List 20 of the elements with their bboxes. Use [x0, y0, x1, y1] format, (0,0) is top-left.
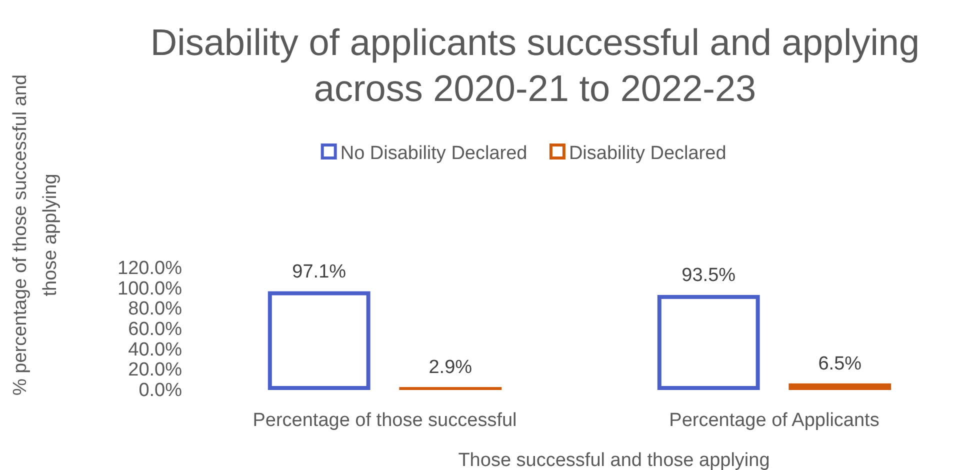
- chart-title: Disability of applicants successful and applying across 2020-21 to 2022-23: [150, 22, 920, 109]
- y-tick-label: 80.0%: [128, 298, 182, 320]
- x-axis-title: Those successful and those applying: [458, 450, 770, 470]
- y-tick-label: 100.0%: [118, 278, 182, 300]
- data-label: 97.1%: [292, 261, 346, 282]
- y-tick-label: 60.0%: [128, 319, 182, 340]
- x-tick-label: Percentage of those successful: [252, 410, 517, 431]
- data-label: 93.5%: [682, 264, 736, 286]
- y-axis-title: % percentage of those successful and those applying: [10, 74, 61, 396]
- bar: [788, 383, 892, 390]
- legend-label: No Disability Declared: [340, 143, 528, 164]
- bar: [399, 387, 502, 390]
- y-tick-label: 120.0%: [118, 258, 182, 279]
- y-tick-label: 40.0%: [128, 339, 182, 360]
- x-tick-label: Percentage of Applicants: [669, 410, 880, 431]
- data-label: 2.9%: [428, 357, 472, 378]
- data-label: 6.5%: [818, 353, 862, 374]
- legend-label: Disability Declared: [568, 143, 726, 164]
- y-tick-label: 20.0%: [128, 360, 182, 381]
- y-tick-label: 0.0%: [138, 380, 182, 401]
